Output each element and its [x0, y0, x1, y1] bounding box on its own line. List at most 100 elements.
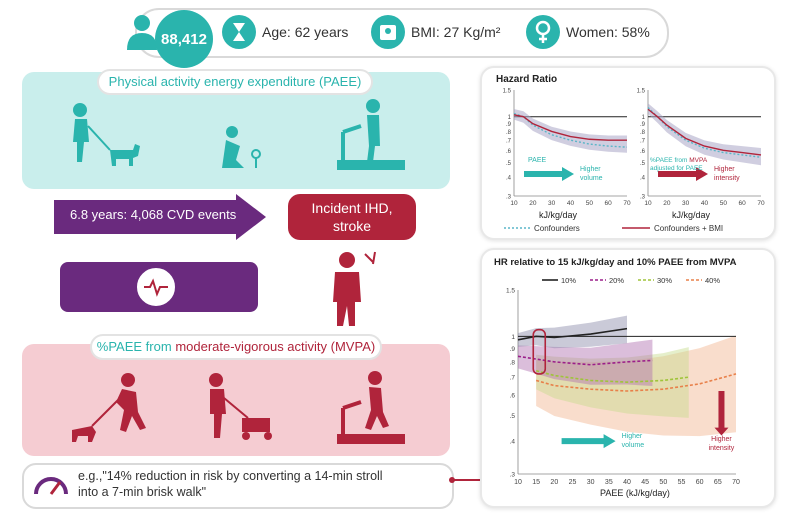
- y-tick-label: .4: [640, 176, 646, 182]
- speedometer-icon: [34, 477, 68, 495]
- y-tick-label: .8: [640, 130, 646, 136]
- x-tick-label: 20: [529, 200, 537, 207]
- confidence-band: [648, 103, 761, 166]
- y-tick-label: 1: [511, 334, 515, 341]
- y-tick-label: .5: [640, 161, 646, 167]
- x-tick-label: 30: [682, 200, 690, 207]
- legend-label: 30%: [657, 276, 672, 285]
- y-tick-label: .6: [640, 149, 646, 155]
- legend-label: 40%: [705, 276, 720, 285]
- intensity-arrow-label: intensity: [709, 445, 735, 452]
- confidence-band: [514, 109, 627, 153]
- y-tick-label: .7: [640, 139, 646, 145]
- mvpa-title: %PAEE from moderate-vigorous activity (M…: [90, 334, 382, 360]
- x-tick-label: 40: [701, 200, 709, 207]
- treadmill-run-icon: [337, 371, 405, 444]
- bmi-stat: BMI: 27 Kg/m²: [411, 24, 501, 40]
- panel-annotation: PAEE: [528, 157, 546, 164]
- activity-tracker-icon: [60, 262, 258, 312]
- women-stat: Women: 58%: [566, 24, 650, 40]
- y-tick-label: .3: [506, 195, 512, 201]
- hazard-ratio-chart: Hazard Ratio 1.51.9.8.7.6.5.4.310 20 30 40 5…: [496, 74, 765, 233]
- confidence-band: [536, 335, 736, 437]
- x-tick-label: 20: [550, 479, 558, 486]
- panel-annotation: adjusted for PAEE: [650, 165, 703, 172]
- legend-label: 20%: [609, 276, 624, 285]
- y-tick-label: .3: [640, 195, 646, 201]
- y-tick-label: .9: [510, 346, 516, 353]
- x-tick-label: 35: [605, 479, 613, 486]
- y-tick-label: 1: [508, 115, 512, 121]
- mvpa-title-part1: %PAEE from: [96, 339, 176, 354]
- y-tick-label: .5: [510, 413, 516, 420]
- legend-confounders: Confounders: [534, 224, 580, 233]
- y-tick-label: 1.5: [506, 288, 515, 295]
- paee-title: Physical activity energy expenditure (PA…: [97, 69, 373, 95]
- quote-box: [22, 463, 454, 509]
- y-tick-label: .4: [506, 176, 512, 182]
- y-tick-label: .6: [510, 392, 516, 399]
- quote-line1: e.g.,"14% reduction in risk by convertin…: [78, 469, 383, 483]
- relative-hr-panel: [480, 248, 776, 508]
- lawn-mower-icon: [209, 373, 272, 440]
- x-tick-label: 65: [714, 479, 722, 486]
- volume-arrow-label: Higher: [622, 433, 643, 440]
- quote-line2: into a 7-min brisk walk": [78, 485, 207, 499]
- arrow-label: intensity: [714, 175, 740, 182]
- x-tick-label: 50: [586, 200, 594, 207]
- x-tick-label: 10: [644, 200, 652, 207]
- quote-text: e.g.,"14% reduction in risk by convertin…: [78, 468, 383, 500]
- direction-arrow: [658, 167, 708, 181]
- intensity-arrow: [714, 391, 729, 436]
- y-tick-label: .8: [506, 130, 512, 136]
- series-line: [535, 370, 689, 383]
- reference-highlight: [532, 328, 547, 375]
- y-tick-label: 1.5: [637, 89, 646, 95]
- y-tick-label: .7: [510, 375, 516, 382]
- runner-with-dog-icon: [72, 373, 146, 442]
- x-tick-label: 60: [739, 200, 747, 207]
- outcome-line1: Incident IHD,: [311, 200, 393, 216]
- y-tick-label: .6: [506, 149, 512, 155]
- x-tick-label: 40: [623, 479, 631, 486]
- y-tick-label: 1.5: [503, 89, 512, 95]
- x-tick-label: 50: [720, 200, 728, 207]
- x-tick-label: 40: [567, 200, 575, 207]
- y-tick-label: .4: [510, 439, 516, 446]
- x-tick-label: 20: [663, 200, 671, 207]
- dog-walker-icon: [73, 103, 140, 166]
- chart2-title: HR relative to 15 kJ/kg/day and 10% PAEE…: [494, 257, 737, 268]
- x-tick-label: 30: [587, 479, 595, 486]
- outcome-box: Incident IHD, stroke: [288, 194, 416, 240]
- x-tick-label: 30: [548, 200, 556, 207]
- series-line: [647, 108, 762, 156]
- y-tick-label: .8: [510, 359, 516, 366]
- x-tick-label: 55: [678, 479, 686, 486]
- y-tick-label: .5: [506, 161, 512, 167]
- y-tick-label: 1: [642, 115, 646, 121]
- intensity-arrow-label: Higher: [711, 436, 732, 443]
- x-tick-label: 70: [757, 200, 765, 207]
- legend-label: 10%: [561, 276, 576, 285]
- volume-arrow-label: volume: [622, 442, 645, 449]
- age-stat: Age: 62 years: [262, 24, 349, 40]
- follow-up-arrow: [54, 194, 266, 240]
- series-line: [513, 114, 627, 141]
- participants-count: 88,412: [155, 10, 213, 68]
- x-tick-label: 50: [659, 479, 667, 486]
- x-tick-label: 60: [696, 479, 704, 486]
- hourglass-icon: [222, 15, 256, 49]
- volume-arrow: [561, 434, 616, 449]
- y-tick-label: .9: [506, 122, 512, 128]
- series-line: [517, 327, 628, 341]
- y-tick-label: .9: [640, 122, 646, 128]
- series-line: [647, 106, 762, 158]
- mvpa-title-part2: moderate-vigorous activity (MVPA): [175, 339, 376, 354]
- chart2-xlabel: PAEE (kJ/kg/day): [600, 488, 670, 498]
- chart1-title: Hazard Ratio: [496, 74, 557, 85]
- series-line: [535, 373, 737, 392]
- chart1-xlabel-right: kJ/kg/day: [672, 210, 711, 220]
- arrow-label: volume: [580, 175, 603, 182]
- outcome-line2: stroke: [332, 218, 372, 234]
- x-tick-label: 15: [532, 479, 540, 486]
